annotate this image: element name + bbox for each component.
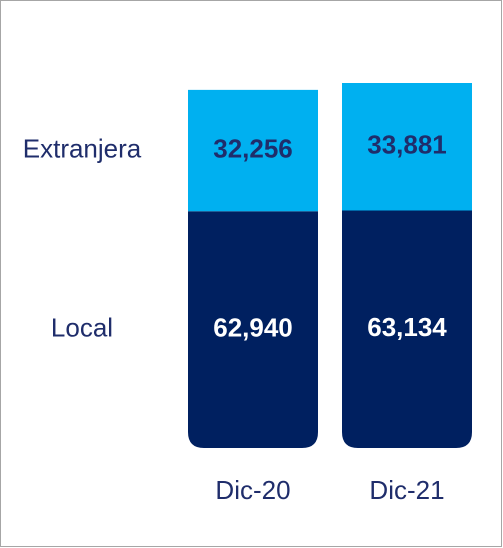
bar-segment — [342, 210, 472, 448]
legend-label: Extranjera — [23, 133, 142, 163]
data-label: 33,881 — [367, 130, 447, 160]
data-label: 32,256 — [213, 133, 293, 163]
bar-segment — [188, 211, 318, 448]
legend-label: Local — [51, 312, 113, 342]
bar-segment — [188, 89, 318, 212]
x-tick-label: Dic-21 — [369, 475, 444, 505]
data-label: 62,940 — [213, 312, 293, 342]
bar-segment — [342, 83, 472, 211]
data-label: 63,134 — [367, 312, 447, 342]
x-tick-label: Dic-20 — [215, 475, 290, 505]
